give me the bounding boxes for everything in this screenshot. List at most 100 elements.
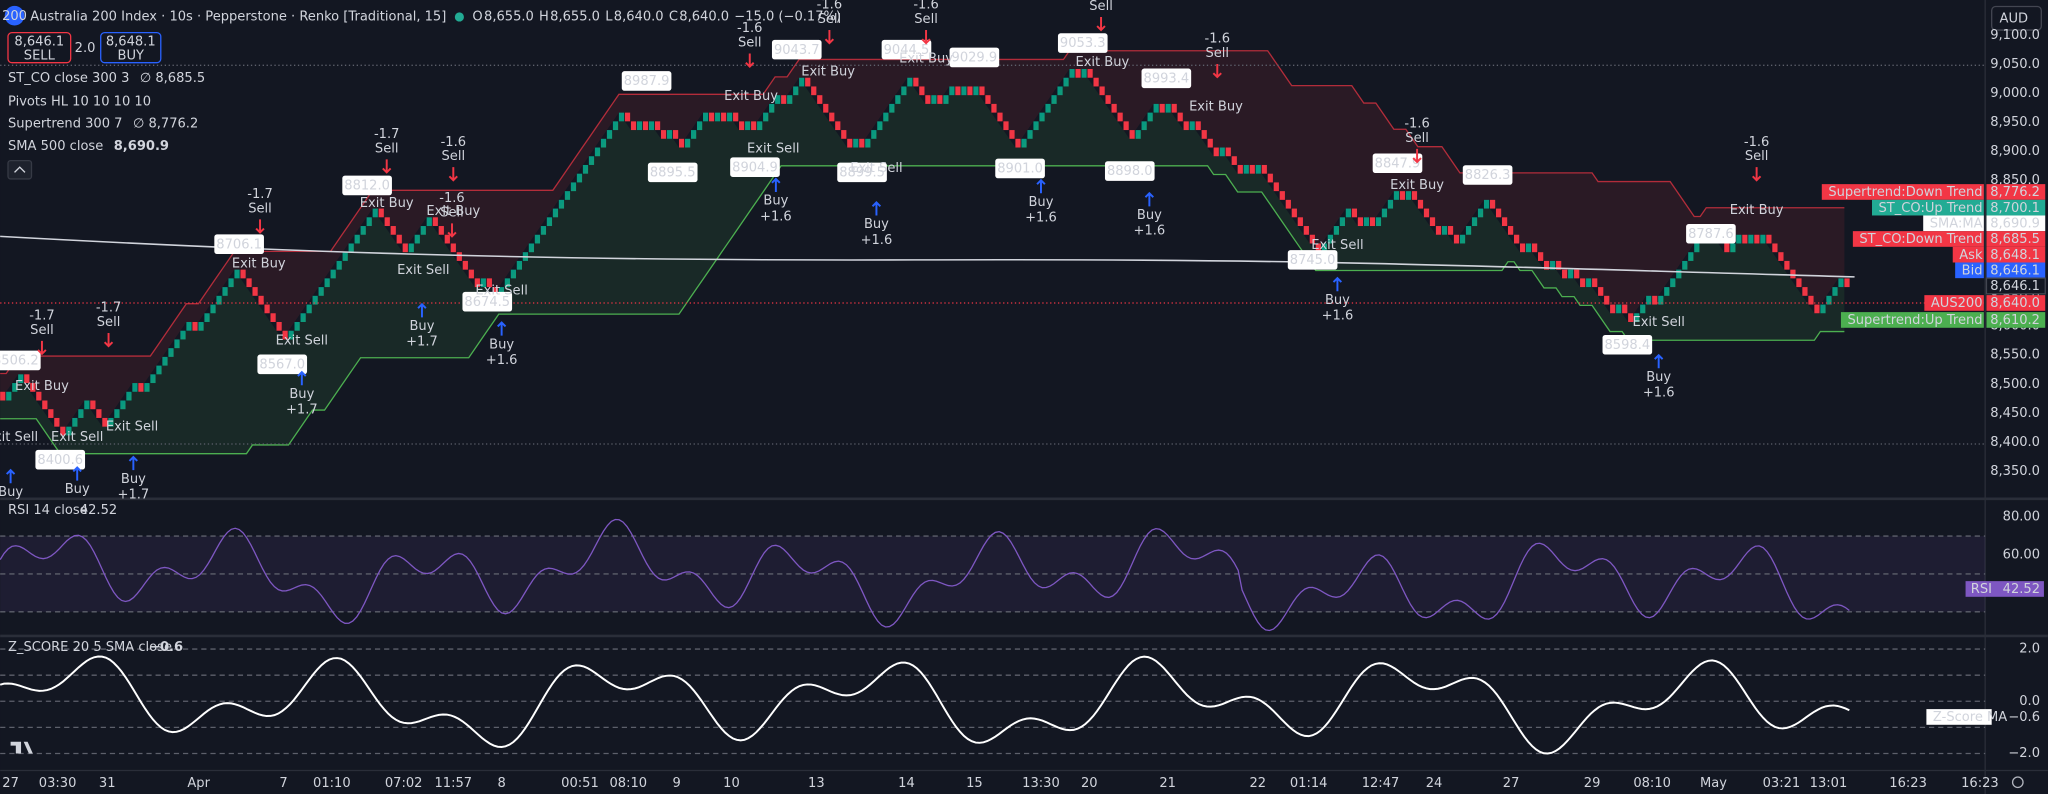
sell-amount: -1.7	[247, 187, 272, 202]
rsi-title[interactable]: RSI 14 close	[8, 503, 88, 518]
renko-brick	[534, 234, 541, 244]
renko-brick	[1622, 304, 1628, 314]
time-label: 13:01	[1810, 776, 1848, 791]
renko-brick	[1580, 278, 1586, 288]
renko-brick	[474, 278, 480, 288]
renko-brick	[1742, 234, 1748, 244]
renko-brick	[1519, 243, 1526, 253]
exit-label: Exit Sell	[51, 430, 103, 445]
indicator-value: ∅ 8,776.2	[133, 117, 198, 132]
price-tag-label: SMA:MA	[1930, 216, 1983, 231]
price-tag-value-bg	[1986, 312, 2046, 328]
renko-brick	[1273, 182, 1279, 192]
renko-brick	[594, 147, 601, 157]
renko-brick	[1279, 191, 1285, 200]
pivot-box	[1462, 165, 1513, 185]
support-line	[0, 165, 1845, 455]
time-label: 7	[279, 776, 287, 791]
spread: 2.0	[75, 41, 96, 56]
z-title[interactable]: Z_SCORE 20 5 SMA close	[8, 640, 172, 655]
renko-brick	[973, 86, 979, 96]
time-label: 10	[723, 776, 740, 791]
price-tag-value: 8,646.1	[1990, 263, 2040, 278]
time-label: 08:10	[1633, 776, 1671, 791]
rsi-value: 42.52	[80, 503, 117, 518]
renko-brick	[1772, 243, 1778, 253]
renko-brick	[624, 112, 631, 122]
renko-brick	[612, 121, 619, 131]
time-label: Apr	[187, 776, 210, 791]
currency-button[interactable]	[1991, 5, 2042, 31]
sell-arrow	[382, 159, 392, 174]
symbol-title[interactable]: Australia 200 Index · 10s · Pepperstone …	[30, 9, 446, 24]
buy-amount: +1.7	[406, 335, 438, 350]
renko-brick	[1598, 287, 1604, 296]
time-label: 08:10	[610, 776, 648, 791]
indicator-name[interactable]: Pivots HL 10 10 10 10	[8, 94, 151, 109]
buy-amount: +1.6	[486, 353, 518, 368]
sell-amount: -1.6	[817, 0, 842, 13]
pivot-label: 9029.9	[952, 51, 998, 66]
indicator-name[interactable]: ST_CO close 300 3	[8, 71, 129, 86]
sell-button[interactable]	[7, 31, 72, 64]
renko-brick	[1081, 69, 1087, 78]
buy-amount: +1.7	[118, 487, 150, 502]
time-label: 8	[497, 776, 505, 791]
price-tag-value: 8,648.1	[1990, 248, 2040, 263]
sell-amount: -1.6	[913, 0, 938, 13]
renko-brick	[1790, 269, 1796, 279]
renko-brick	[1237, 164, 1243, 174]
renko-brick	[1243, 164, 1249, 174]
renko-brick	[456, 252, 462, 261]
price-tag-value: 8,640.0	[1990, 296, 2040, 311]
renko-brick	[997, 112, 1003, 122]
renko-brick	[318, 287, 324, 296]
buy-label: Buy	[1137, 208, 1162, 223]
exit-label: Exit Buy	[899, 51, 953, 66]
price-tick-label: 8,950.0	[1990, 115, 2040, 130]
sell-label: Sell	[818, 12, 842, 27]
renko-brick	[480, 278, 486, 288]
time-label: May	[1700, 776, 1727, 791]
renko-brick	[228, 278, 234, 288]
indicator-name[interactable]: Supertrend 300 7	[8, 117, 123, 132]
renko-brick	[1105, 95, 1111, 104]
time-label: 27	[1503, 776, 1520, 791]
renko-brick	[1351, 208, 1358, 218]
renko-brick	[204, 313, 210, 322]
exit-label: Exit Buy	[15, 379, 69, 394]
renko-brick	[1021, 138, 1027, 148]
indicator-name[interactable]: SMA 500 close	[8, 139, 103, 154]
pivot-label: 8506.2	[0, 354, 39, 369]
price-tag-label-bg	[1852, 231, 1984, 247]
renko-brick	[36, 391, 42, 401]
buy-arrow	[72, 466, 82, 481]
renko-brick	[402, 243, 408, 253]
renko-brick	[408, 243, 414, 253]
buy-amount: +1.6	[1643, 386, 1675, 401]
renko-brick	[1574, 269, 1580, 279]
pivot-label: 8567.0	[259, 358, 305, 373]
rsi-tag-value: 42.52	[2003, 582, 2040, 597]
exit-label: Exit Sell	[850, 161, 902, 176]
renko-brick	[1189, 121, 1195, 131]
price-tag-value: 8,646.1	[1990, 279, 2040, 294]
buy-button[interactable]	[100, 31, 162, 64]
settings-icon[interactable]	[2011, 776, 2024, 789]
z-tick-label: 2.0	[2019, 642, 2040, 657]
price-tick-label: 8,900.0	[1990, 144, 2040, 159]
renko-brick	[1099, 86, 1105, 96]
renko-brick	[1093, 77, 1099, 87]
indicator-value: ∅ 8,685.5	[140, 71, 205, 86]
sell-amount: -1.6	[441, 135, 466, 150]
renko-brick	[108, 417, 114, 427]
renko-brick	[721, 112, 727, 122]
renko-brick	[1087, 69, 1093, 78]
renko-brick	[84, 400, 90, 410]
exit-label: Exit Buy	[232, 256, 286, 271]
renko-brick	[1051, 95, 1057, 104]
time-label: 16:23	[1889, 776, 1927, 791]
collapse-button[interactable]	[7, 159, 33, 180]
pivot-box	[35, 449, 86, 470]
renko-brick	[1123, 121, 1129, 131]
